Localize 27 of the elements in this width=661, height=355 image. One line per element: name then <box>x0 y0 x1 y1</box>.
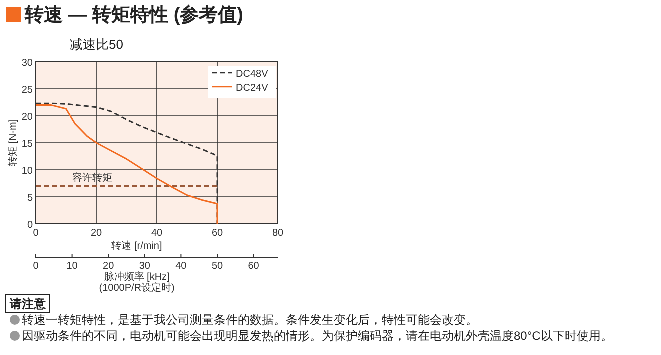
text: 请注意 <box>9 297 47 311</box>
legend-label: DC48V <box>236 69 269 80</box>
x2-tick-label: 10 <box>66 261 78 272</box>
y-tick-label: 30 <box>22 58 34 69</box>
chart-title: 转速 — 转矩特性 (参考值) <box>24 4 244 26</box>
y-tick-label: 25 <box>22 85 34 96</box>
x-tick-label: 20 <box>90 228 102 239</box>
x2-tick-label: 30 <box>139 261 151 272</box>
y-tick-label: 10 <box>22 166 34 177</box>
y-tick-label: 5 <box>27 193 34 204</box>
x2-tick-label: 20 <box>103 261 115 272</box>
x2-tick-label: 50 <box>212 261 224 272</box>
y-axis-title: 转矩 [N·m] <box>7 119 19 167</box>
legend-label: DC24V <box>236 83 269 94</box>
x2-tick-label: 40 <box>176 261 188 272</box>
text: 因驱动条件的不同，电动机可能会出现明显发热的情形。为保护编码器，请在电动机外壳温度80°C以下时使用。 <box>22 329 613 343</box>
x2-axis-title: 脉冲频率 [kHz] (1000P/R设定时) <box>99 271 175 294</box>
x-tick-label: 80 <box>272 228 284 239</box>
y-tick-label: 15 <box>22 139 34 150</box>
chart-subtitle: 减速比50 <box>70 37 124 52</box>
x2-tick-label: 60 <box>248 261 260 272</box>
text: 转速一转矩特性，是基于我公司测量条件的数据。条件发生变化后，特性可能会改变。 <box>22 313 478 327</box>
x-tick-label: 40 <box>151 228 163 239</box>
y-tick-label: 20 <box>22 112 34 123</box>
x-tick-label: 60 <box>212 228 224 239</box>
x-axis-title: 转速 [r/min] <box>112 240 162 252</box>
y-tick-label: 0 <box>27 220 34 231</box>
